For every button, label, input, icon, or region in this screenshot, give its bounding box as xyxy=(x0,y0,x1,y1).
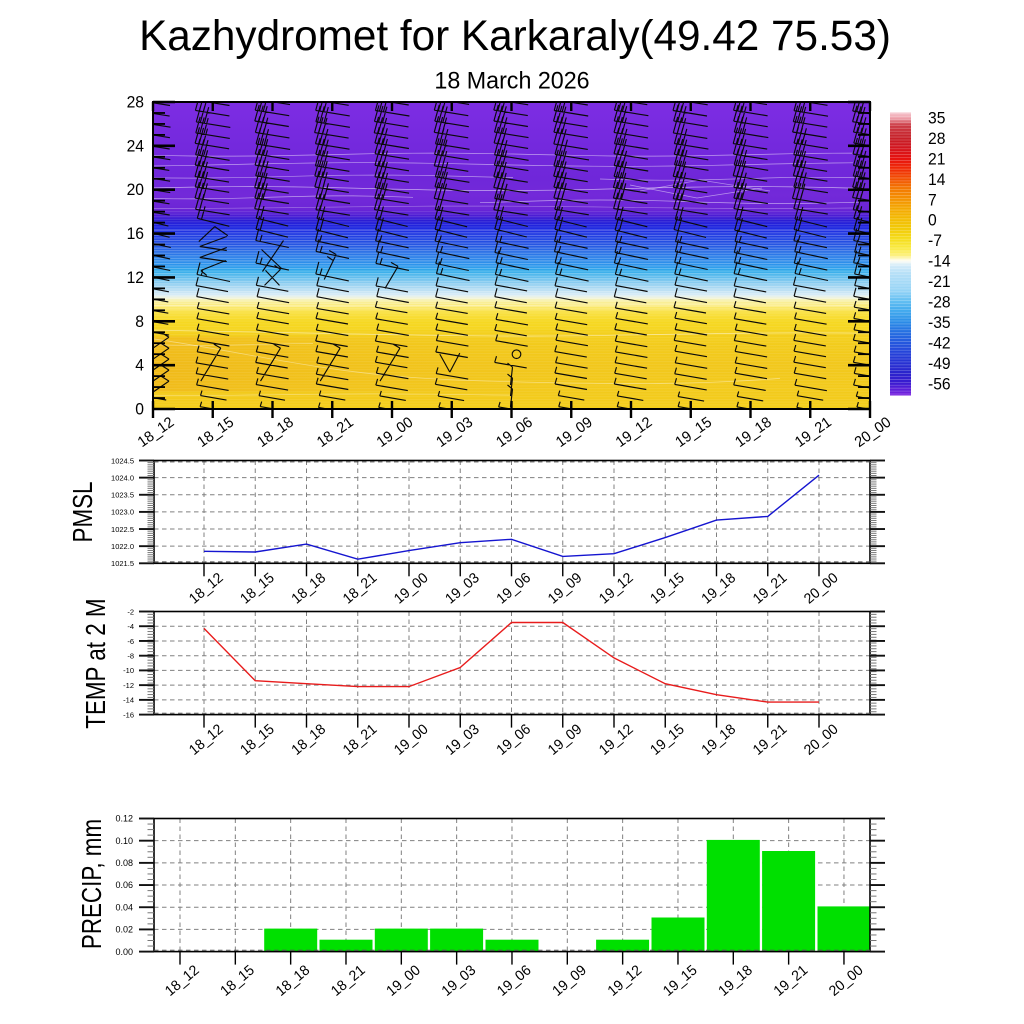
svg-text:1021.5: 1021.5 xyxy=(111,559,134,568)
svg-text:1022.5: 1022.5 xyxy=(111,525,134,534)
svg-text:0.04: 0.04 xyxy=(115,902,133,912)
svg-text:PRECIP, mm: PRECIP, mm xyxy=(77,819,108,949)
svg-text:Kazhydromet for Karkaraly(49.4: Kazhydromet for Karkaraly(49.42 75.53) xyxy=(139,12,891,59)
svg-text:TEMP at 2 M: TEMP at 2 M xyxy=(81,598,112,728)
svg-text:-8: -8 xyxy=(127,652,134,661)
svg-text:0: 0 xyxy=(135,400,144,418)
svg-text:0.02: 0.02 xyxy=(115,925,133,935)
svg-text:20: 20 xyxy=(127,181,144,199)
svg-text:-49: -49 xyxy=(928,355,951,373)
svg-text:28: 28 xyxy=(127,93,144,111)
svg-text:-14: -14 xyxy=(928,252,951,270)
svg-text:28: 28 xyxy=(928,130,945,148)
svg-text:-56: -56 xyxy=(928,375,951,393)
svg-text:-42: -42 xyxy=(928,334,951,352)
svg-text:16: 16 xyxy=(127,225,144,243)
svg-text:PMSL: PMSL xyxy=(68,482,99,543)
svg-text:0.06: 0.06 xyxy=(115,880,133,890)
svg-text:-35: -35 xyxy=(928,314,951,332)
svg-text:8: 8 xyxy=(135,312,144,330)
svg-text:4: 4 xyxy=(135,356,144,374)
svg-text:-6: -6 xyxy=(127,637,134,646)
svg-text:0.08: 0.08 xyxy=(115,858,133,868)
svg-text:7: 7 xyxy=(928,191,937,209)
svg-text:-10: -10 xyxy=(123,666,134,675)
svg-text:1024.0: 1024.0 xyxy=(111,473,134,482)
svg-text:24: 24 xyxy=(127,137,144,155)
svg-text:18 March 2026: 18 March 2026 xyxy=(434,68,589,94)
svg-text:14: 14 xyxy=(928,170,945,188)
svg-text:-14: -14 xyxy=(123,696,134,705)
svg-text:1023.5: 1023.5 xyxy=(111,491,134,500)
svg-text:-12: -12 xyxy=(123,681,134,690)
svg-text:0.00: 0.00 xyxy=(115,947,133,957)
svg-text:35: 35 xyxy=(928,109,945,127)
svg-text:0.12: 0.12 xyxy=(115,814,133,824)
svg-text:0: 0 xyxy=(928,211,937,229)
svg-text:1023.0: 1023.0 xyxy=(111,508,134,517)
svg-text:21: 21 xyxy=(928,150,945,168)
svg-text:-2: -2 xyxy=(127,607,134,616)
svg-text:-16: -16 xyxy=(123,710,134,719)
svg-text:-4: -4 xyxy=(127,622,134,631)
svg-text:12: 12 xyxy=(127,269,144,287)
svg-text:1022.0: 1022.0 xyxy=(111,542,134,551)
svg-text:-21: -21 xyxy=(928,273,951,291)
svg-text:-28: -28 xyxy=(928,293,951,311)
svg-text:-7: -7 xyxy=(928,232,942,250)
svg-text:0.10: 0.10 xyxy=(115,836,133,846)
svg-text:1024.5: 1024.5 xyxy=(111,456,134,465)
